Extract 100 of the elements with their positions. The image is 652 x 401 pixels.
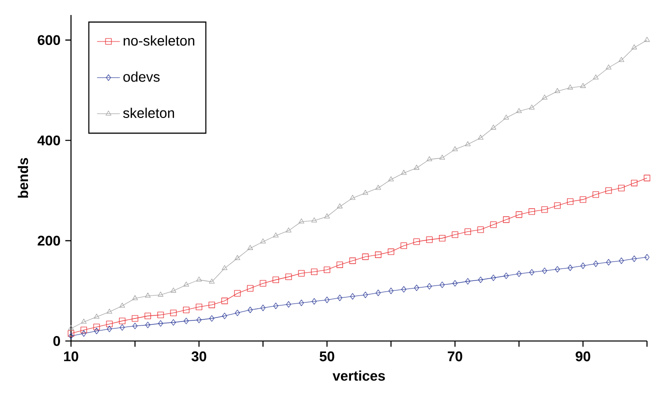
point: [605, 187, 612, 194]
point: [516, 270, 522, 277]
point: [490, 274, 496, 282]
point: [592, 191, 600, 198]
point: [426, 236, 433, 243]
y-tick-label: 0: [53, 336, 60, 346]
x-tick-label: 50: [320, 351, 334, 362]
point: [541, 206, 548, 213]
point: [414, 164, 420, 170]
point: [80, 326, 88, 334]
point: [452, 146, 458, 152]
point: [196, 276, 202, 282]
point: [144, 292, 151, 298]
point: [580, 262, 586, 269]
point: [68, 332, 74, 340]
point: [132, 315, 138, 322]
x-tick-label: 70: [448, 351, 462, 362]
point: [618, 258, 624, 264]
point: [439, 154, 446, 160]
x-axis-title: vertices: [332, 370, 385, 381]
y-axis-title: bends: [18, 158, 28, 198]
point: [106, 320, 113, 328]
point: [170, 310, 177, 316]
point: [336, 203, 343, 208]
point: [350, 293, 356, 300]
point: [593, 260, 598, 267]
point: [631, 44, 638, 50]
point: [311, 217, 318, 222]
point: [158, 292, 164, 297]
point: [554, 266, 560, 272]
point: [208, 278, 215, 284]
x-tick-label: 30: [192, 351, 206, 362]
point: [413, 238, 420, 245]
point: [376, 290, 381, 296]
point: [554, 202, 561, 209]
point: [388, 248, 394, 255]
point: [119, 302, 126, 308]
point: [260, 238, 266, 244]
point: [298, 218, 304, 224]
point: [618, 56, 624, 62]
point: [196, 304, 202, 310]
point: [311, 268, 318, 275]
point: [170, 319, 176, 326]
point: [234, 290, 241, 297]
point: [528, 104, 535, 110]
point: [516, 108, 522, 114]
point: [516, 211, 522, 218]
point: [120, 324, 125, 331]
point: [464, 228, 472, 235]
point: [183, 306, 190, 314]
point: [272, 232, 279, 238]
point: [68, 325, 74, 330]
y-tick-label: 600: [38, 35, 60, 46]
y-tick-label: 200: [38, 236, 60, 246]
point: [542, 268, 548, 274]
point: [350, 194, 356, 200]
point: [400, 242, 408, 249]
point: [106, 308, 112, 314]
legend-label: no-skeleton: [124, 35, 194, 46]
point: [324, 296, 330, 304]
point: [388, 288, 394, 294]
point: [478, 134, 484, 140]
point: [247, 285, 254, 292]
point: [336, 262, 344, 268]
point: [106, 326, 112, 332]
point: [362, 254, 369, 260]
point: [426, 283, 432, 290]
point: [490, 124, 496, 130]
point: [184, 318, 189, 324]
x-tick-label: 10: [64, 351, 78, 362]
point: [644, 36, 650, 42]
point: [490, 221, 497, 228]
point: [452, 280, 458, 287]
legend-label: skeleton: [123, 108, 174, 118]
point: [528, 208, 536, 215]
point: [632, 256, 637, 262]
point: [170, 288, 176, 293]
point: [158, 320, 164, 327]
point: [196, 316, 202, 324]
point: [644, 254, 650, 260]
point: [401, 286, 406, 293]
point: [222, 265, 228, 270]
point: [260, 304, 266, 312]
point: [234, 255, 240, 260]
point: [362, 292, 368, 298]
point: [68, 330, 74, 337]
point: [465, 278, 470, 285]
point: [554, 88, 560, 93]
point: [93, 324, 100, 330]
point: [132, 295, 138, 300]
point: [375, 252, 382, 258]
point: [222, 312, 228, 320]
point: [132, 322, 138, 330]
point: [272, 276, 280, 284]
point: [208, 302, 216, 308]
point: [438, 234, 446, 242]
point: [273, 302, 278, 310]
point: [157, 312, 164, 318]
point: [260, 280, 266, 287]
point: [285, 274, 292, 280]
